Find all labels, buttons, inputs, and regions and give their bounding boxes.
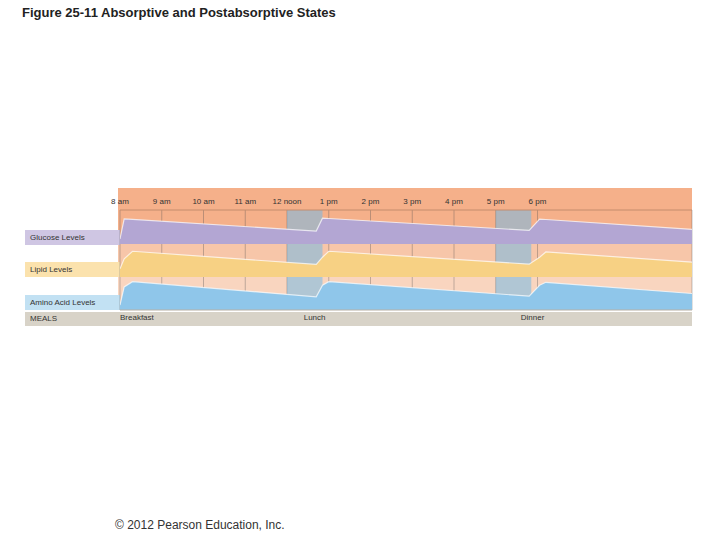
html-text:Figure 25-11 Absorptive and Po: Figure 25-11 Absorptive and Postabsorpti… [22, 5, 336, 20]
svg-text:3 pm: 3 pm [403, 197, 421, 206]
svg-text:6 pm: 6 pm [529, 197, 547, 206]
svg-text:8 am: 8 am [111, 197, 129, 206]
svg-text:9 am: 9 am [153, 197, 171, 206]
svg-text:Dinner: Dinner [521, 313, 545, 322]
html-text:Amino Acid Levels: Amino Acid Levels [30, 298, 96, 307]
svg-text:Lunch: Lunch [304, 313, 326, 322]
svg-text:11 am: 11 am [234, 197, 256, 206]
html-text:Glucose Levels: Glucose Levels [30, 233, 85, 242]
html-text:Lipid Levels: Lipid Levels [30, 265, 73, 274]
svg-text:10 am: 10 am [192, 197, 215, 206]
svg-text:Breakfast: Breakfast [120, 313, 155, 322]
svg-text:4 pm: 4 pm [445, 197, 463, 206]
svg-text:2 pm: 2 pm [362, 197, 380, 206]
html-text:MEALS: MEALS [30, 314, 58, 323]
svg-text:12 noon: 12 noon [273, 197, 302, 206]
svg-text:5 pm: 5 pm [487, 197, 505, 206]
svg-text:1 pm: 1 pm [320, 197, 338, 206]
html-text:© 2012 Pearson Education, Inc.: © 2012 Pearson Education, Inc. [115, 518, 285, 532]
